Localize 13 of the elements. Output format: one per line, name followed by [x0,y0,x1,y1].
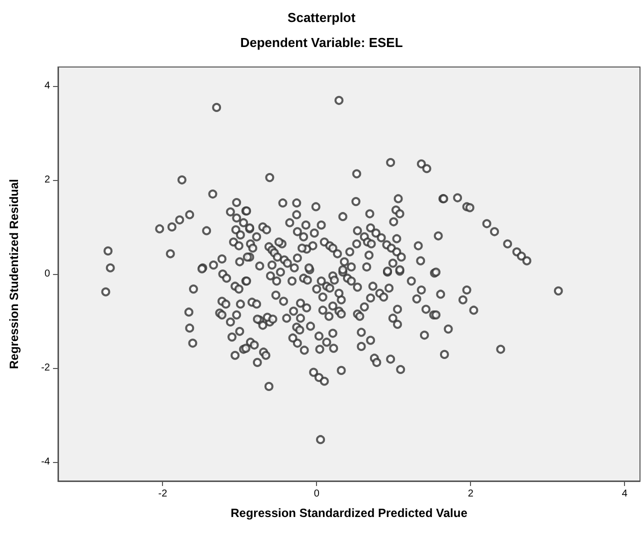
y-tick-label: 0 [44,268,50,280]
y-tick-label: -2 [41,362,50,374]
x-tick-label: 4 [622,488,628,500]
y-tick-label: 2 [44,174,50,186]
x-tick-label: -2 [158,488,168,500]
x-tick-label: 2 [468,488,474,500]
x-axis-title: Regression Standardized Predicted Value [230,506,468,520]
y-tick-label: 4 [44,80,50,92]
chart-title: Scatterplot [288,10,356,25]
chart-subtitle: Dependent Variable: ESEL [240,35,403,50]
x-tick-label: 0 [314,488,320,500]
y-axis-title: Regression Studentized Residual [7,178,21,370]
y-tick-label: -4 [41,456,50,468]
